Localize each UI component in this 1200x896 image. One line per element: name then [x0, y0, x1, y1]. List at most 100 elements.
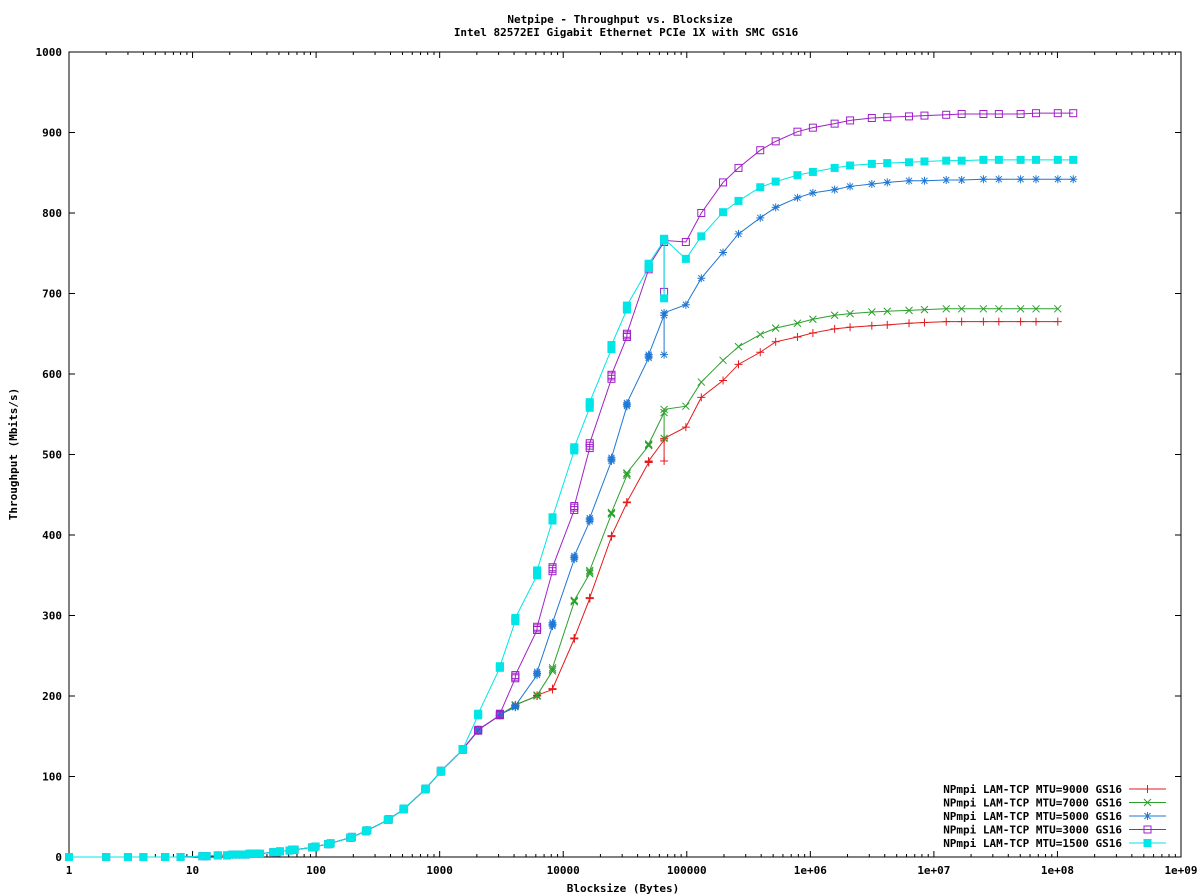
y-tick-label: 300	[42, 610, 62, 623]
data-point	[957, 109, 966, 118]
data-point	[660, 294, 669, 303]
series-line	[69, 308, 1058, 858]
data-point	[756, 183, 765, 192]
data-point	[1069, 155, 1078, 164]
y-axis-label: Throughput (Mbits/s)	[7, 388, 20, 520]
legend-label: NPmpi LAM-TCP MTU=1500 GS16	[943, 837, 1122, 850]
data-point	[326, 839, 335, 848]
data-point	[830, 163, 839, 172]
data-point	[622, 398, 631, 407]
data-point	[681, 423, 690, 432]
data-point	[979, 304, 988, 313]
data-point	[384, 815, 393, 824]
data-point	[883, 178, 892, 187]
data-point	[681, 254, 690, 263]
y-tick-label: 1000	[36, 46, 63, 59]
legend-label: NPmpi LAM-TCP MTU=7000 GS16	[943, 797, 1122, 810]
y-tick-label: 600	[42, 368, 62, 381]
data-point	[1069, 175, 1078, 184]
series-line	[69, 112, 1074, 858]
data-point	[139, 853, 148, 861]
data-point	[771, 203, 780, 212]
data-point	[1032, 155, 1041, 164]
data-point	[867, 180, 876, 189]
y-tick-label: 800	[42, 207, 62, 220]
data-point	[942, 304, 951, 313]
data-point	[533, 692, 541, 700]
data-point	[623, 469, 631, 478]
data-point	[719, 376, 728, 385]
data-point	[474, 725, 483, 734]
data-point	[905, 306, 913, 315]
data-point	[808, 123, 817, 132]
x-axis-label: Blocksize (Bytes)	[567, 882, 680, 895]
data-point	[905, 112, 914, 121]
data-point	[1016, 304, 1025, 313]
data-point	[660, 405, 668, 414]
data-point	[883, 113, 892, 122]
data-point	[1016, 175, 1025, 184]
data-point	[585, 569, 594, 578]
y-tick-label: 100	[42, 771, 62, 784]
data-point	[644, 440, 653, 448]
data-point	[734, 360, 743, 369]
data-point	[495, 662, 504, 671]
data-point	[1053, 109, 1062, 118]
data-point	[697, 209, 706, 217]
y-tick-label: 500	[42, 449, 62, 462]
data-point	[1032, 317, 1041, 326]
data-point	[421, 784, 430, 793]
data-point	[622, 329, 631, 338]
data-point	[734, 229, 743, 238]
data-point	[1069, 109, 1078, 118]
data-point	[1032, 109, 1041, 118]
x-tick-label: 1	[66, 864, 73, 877]
data-point	[1053, 175, 1062, 184]
data-point	[570, 551, 579, 560]
data-point	[809, 315, 817, 324]
data-point	[793, 171, 802, 180]
data-point	[846, 182, 855, 191]
data-point	[1053, 317, 1062, 326]
data-point	[830, 185, 839, 194]
y-tick-label: 0	[55, 851, 62, 864]
data-point	[1032, 304, 1040, 313]
data-point	[607, 508, 616, 517]
data-point	[585, 398, 594, 407]
x-tick-label: 10	[186, 864, 199, 877]
data-point	[644, 259, 653, 268]
data-point	[123, 853, 132, 861]
data-point	[311, 842, 320, 851]
data-point	[846, 161, 855, 170]
data-point	[756, 348, 765, 357]
data-point	[719, 178, 728, 187]
x-tick-label: 1e+06	[794, 864, 827, 877]
data-point	[883, 320, 892, 329]
data-point	[719, 208, 728, 217]
data-point	[994, 109, 1003, 118]
data-point	[458, 745, 467, 754]
data-point	[570, 596, 579, 605]
plot-area	[65, 109, 1078, 861]
data-point	[437, 766, 446, 775]
data-point	[682, 402, 690, 411]
data-point	[942, 110, 951, 119]
y-tick-label: 700	[42, 288, 62, 301]
data-point	[548, 618, 557, 627]
data-point	[793, 193, 802, 202]
data-point	[920, 176, 929, 185]
legend-marker	[1143, 785, 1152, 793]
data-point	[660, 350, 669, 359]
data-point	[400, 804, 409, 813]
data-point	[883, 159, 892, 168]
data-point	[533, 566, 542, 575]
y-tick-label: 200	[42, 690, 62, 703]
data-point	[867, 321, 876, 330]
x-tick-label: 1000	[426, 864, 453, 877]
data-point	[228, 850, 237, 859]
x-tick-label: 10000	[547, 864, 580, 877]
series-5	[65, 155, 1078, 861]
data-point	[644, 350, 653, 359]
data-point	[585, 566, 594, 575]
